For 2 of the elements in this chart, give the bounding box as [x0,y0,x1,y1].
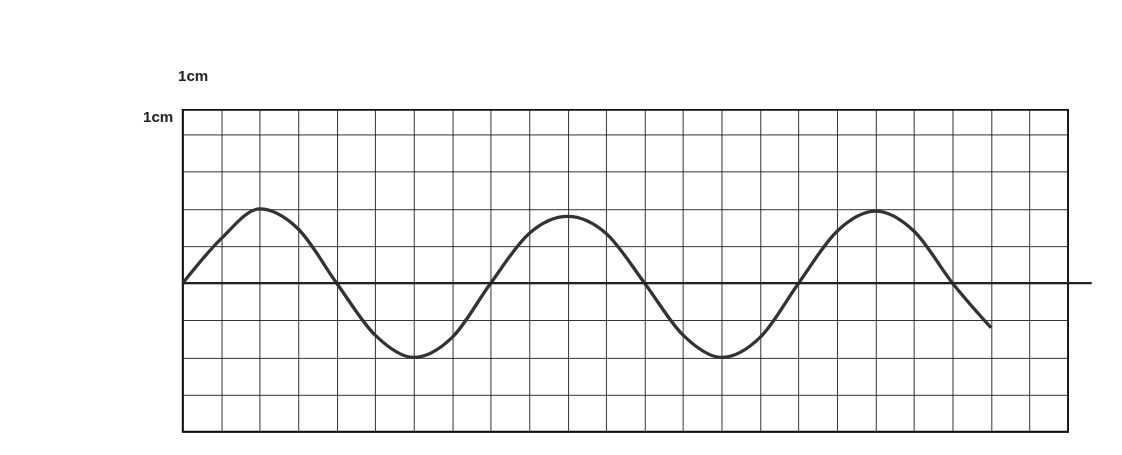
text: 1cm [142,108,174,126]
text: 1cm [178,67,209,85]
